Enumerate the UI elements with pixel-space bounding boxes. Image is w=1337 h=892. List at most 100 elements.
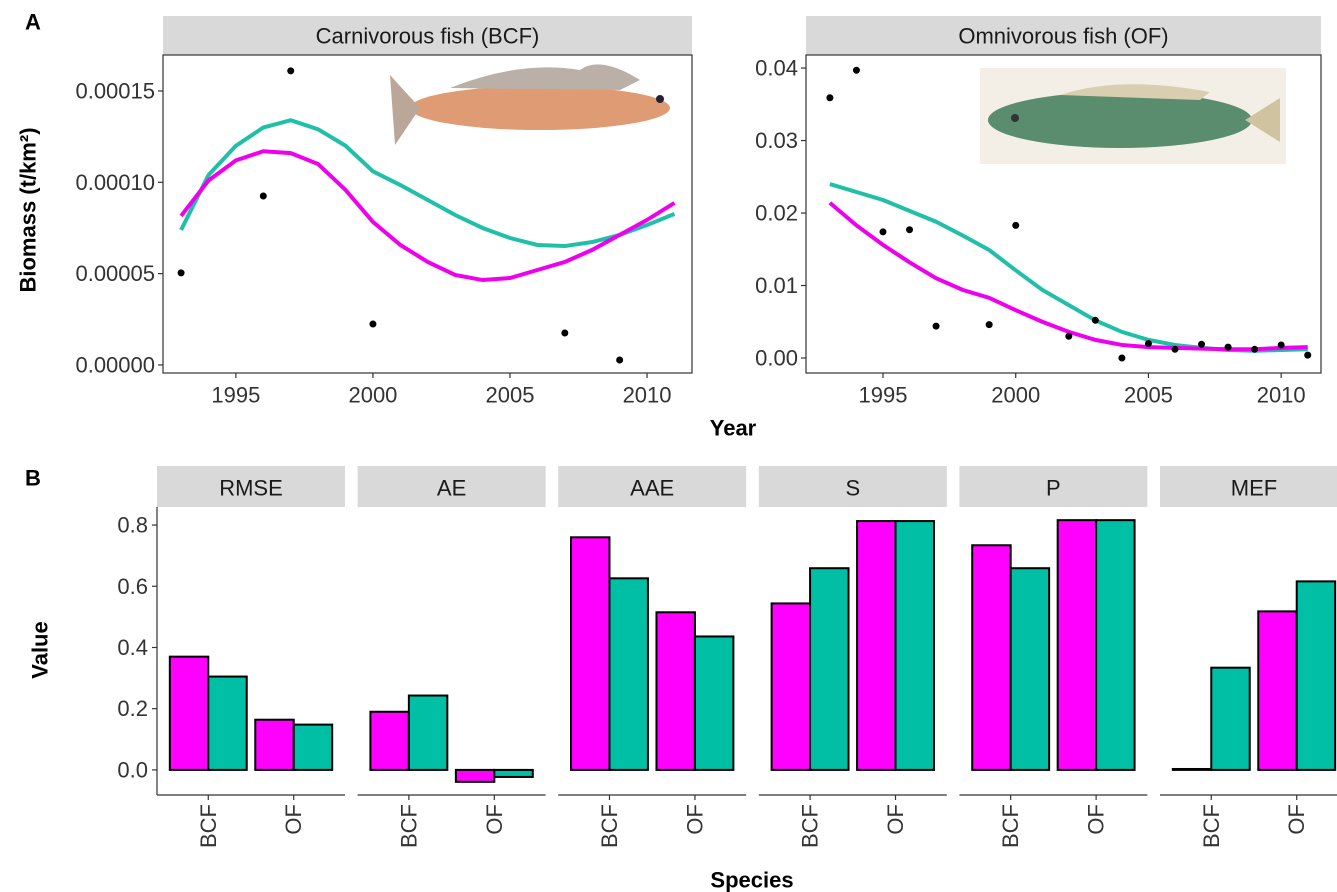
- y-tick-label: 0.04: [755, 56, 798, 81]
- observed-point: [986, 321, 993, 328]
- x-tick-label: 2010: [1257, 383, 1306, 408]
- observed-point: [1304, 352, 1311, 359]
- observed-point: [1251, 346, 1258, 353]
- bar: [370, 712, 408, 770]
- x-tick-label: 2010: [623, 383, 672, 408]
- figure: A Year Biomass (t/km²) Carnivorous fish (BC…: [0, 0, 1337, 892]
- y-tick-label: 0.4: [117, 635, 148, 660]
- y-tick-label: 0.00005: [75, 261, 155, 286]
- observed-point: [933, 323, 940, 330]
- bar: [409, 696, 447, 770]
- observed-point: [178, 269, 185, 276]
- bar: [896, 521, 934, 770]
- facet-title: Omnivorous fish (OF): [958, 24, 1168, 49]
- fitted-line: [830, 184, 1308, 351]
- facet-title: RMSE: [219, 476, 283, 501]
- x-axis-title: Species: [710, 868, 793, 892]
- x-tick-label: 1995: [211, 383, 260, 408]
- y-tick-label: 0.00: [755, 345, 798, 370]
- observed-point: [1278, 341, 1285, 348]
- bar: [1297, 581, 1335, 770]
- y-tick-label: 0.03: [755, 128, 798, 153]
- observed-point: [826, 94, 833, 101]
- observed-point: [561, 329, 568, 336]
- bar: [208, 677, 246, 770]
- panel-tag: B: [25, 466, 41, 491]
- bar: [456, 770, 494, 782]
- observed-point: [879, 228, 886, 235]
- facet-title: AE: [437, 476, 466, 501]
- fitted-line: [181, 120, 674, 246]
- y-tick-label: 0.00010: [75, 170, 155, 195]
- bar: [609, 578, 647, 770]
- observed-point: [616, 357, 623, 364]
- y-tick-label: 0.01: [755, 273, 798, 298]
- observed-point: [369, 321, 376, 328]
- bar: [772, 603, 810, 769]
- y-axis-title: Value: [28, 621, 53, 678]
- x-tick-label: BCF: [798, 804, 823, 848]
- y-tick-label: 0.6: [117, 574, 148, 599]
- observed-point: [1225, 344, 1232, 351]
- y-tick-label: 0.00015: [75, 78, 155, 103]
- bar: [810, 568, 848, 770]
- x-tick-label: 1995: [859, 383, 908, 408]
- bar: [494, 770, 532, 777]
- facet-title: MEF: [1231, 476, 1277, 501]
- observed-point: [1012, 222, 1019, 229]
- bar: [1211, 668, 1249, 770]
- bar: [170, 657, 208, 770]
- x-tick-label: BCF: [1199, 804, 1224, 848]
- x-tick-label: 2000: [348, 383, 397, 408]
- observed-point: [906, 226, 913, 233]
- bar: [857, 521, 895, 770]
- bar: [1258, 611, 1296, 770]
- bar: [571, 537, 609, 770]
- y-tick-label: 0.02: [755, 201, 798, 226]
- bar: [294, 725, 332, 770]
- y-tick-label: 0.00000: [75, 352, 155, 377]
- x-tick-label: 2005: [486, 383, 535, 408]
- observed-point: [1171, 346, 1178, 353]
- facet-title: P: [1046, 476, 1061, 501]
- bar: [1011, 568, 1049, 770]
- facet-title: AAE: [630, 476, 674, 501]
- observed-point: [287, 67, 294, 74]
- observed-point: [1145, 340, 1152, 347]
- x-tick-label: OF: [1284, 804, 1309, 835]
- x-tick-label: 2005: [1124, 383, 1173, 408]
- bar: [972, 545, 1010, 770]
- x-tick-label: OF: [281, 804, 306, 835]
- x-tick-label: BCF: [597, 804, 622, 848]
- x-tick-label: BCF: [998, 804, 1023, 848]
- x-tick-label: OF: [1084, 804, 1109, 835]
- x-tick-label: OF: [482, 804, 507, 835]
- x-tick-label: OF: [682, 804, 707, 835]
- y-tick-label: 0.0: [117, 757, 148, 782]
- fitted-line: [181, 151, 674, 280]
- x-tick-label: BCF: [396, 804, 421, 848]
- x-axis-title: Year: [710, 416, 757, 441]
- panel-tag: A: [25, 10, 41, 35]
- bar: [695, 636, 733, 769]
- facet-title: S: [845, 476, 860, 501]
- facet-title: Carnivorous fish (BCF): [316, 24, 540, 49]
- observed-point: [260, 193, 267, 200]
- x-tick-label: BCF: [196, 804, 221, 848]
- fish-right: [980, 68, 1286, 164]
- bar: [656, 612, 694, 770]
- fitted-line: [830, 203, 1308, 349]
- fish-left: [390, 64, 670, 145]
- x-tick-label: 2000: [991, 383, 1040, 408]
- y-tick-label: 0.8: [117, 513, 148, 538]
- x-tick-label: OF: [883, 804, 908, 835]
- observed-point: [1065, 333, 1072, 340]
- observed-point: [1092, 317, 1099, 324]
- y-tick-label: 0.2: [117, 696, 148, 721]
- bar: [255, 720, 293, 770]
- observed-point: [1118, 354, 1125, 361]
- y-axis-title: Biomass (t/km²): [16, 127, 41, 292]
- observed-point: [853, 67, 860, 74]
- bar: [1058, 520, 1096, 770]
- bar: [1173, 769, 1211, 770]
